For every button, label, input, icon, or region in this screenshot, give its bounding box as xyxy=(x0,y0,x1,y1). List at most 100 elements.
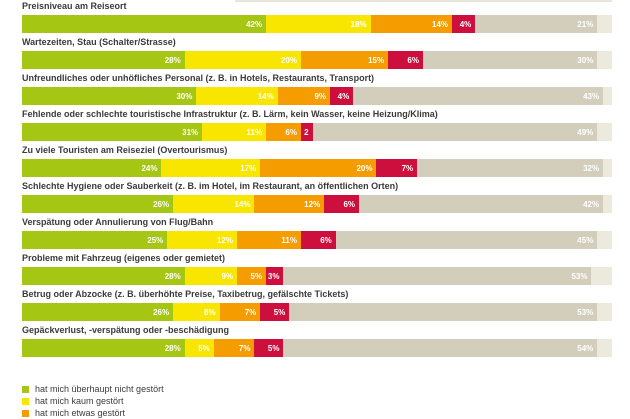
bar-row-label: Preisniveau am Reiseort xyxy=(22,1,127,11)
bar-segment-hat-mich-etwas-gest-rt: 12% xyxy=(254,195,325,213)
bar-segment-hat-mich-berhaupt-nicht-gest-rt: 28% xyxy=(22,51,185,69)
stacked-bar: 31% 11% 6% 2 49% xyxy=(22,123,612,141)
bar-segment-rest xyxy=(603,195,612,213)
bar-segment-beige: 42% xyxy=(359,195,604,213)
bar-row-label: Schlechte Hygiene oder Sauberkeit (z. B.… xyxy=(22,181,399,191)
bar-segment-beige: 45% xyxy=(335,231,598,249)
bar-segment-rest xyxy=(597,303,612,321)
bar-segment-hat-mich-etwas-gest-rt: 9% xyxy=(277,87,330,105)
bar-row: Unfreundliches oder unhöfliches Personal… xyxy=(22,74,612,105)
bar-segment-beige: 53% xyxy=(283,267,592,285)
bar-segment-red: 4% xyxy=(452,15,476,33)
bar-segment-hat-mich-kaum-gest-rt: 9% xyxy=(184,267,238,285)
bar-segment-beige: 43% xyxy=(353,87,604,105)
bar-segment-red: 4% xyxy=(330,87,354,105)
stacked-bar: 28% 5% 7% 5% 54% xyxy=(22,339,612,357)
bar-segment-rest xyxy=(603,87,612,105)
bar-segment-hat-mich-kaum-gest-rt: 18% xyxy=(266,15,371,33)
bar-segment-hat-mich-kaum-gest-rt: 12% xyxy=(167,231,238,249)
stacked-bar: 26% 8% 7% 5% 53% xyxy=(22,303,612,321)
bar-rows: Preisniveau am Reiseort 42% 18% 14% 4% 21% War… xyxy=(22,2,612,357)
legend-label: hat mich überhaupt nicht gestört xyxy=(35,384,164,394)
legend-swatch-yellow xyxy=(22,397,29,405)
bar-segment-hat-mich-berhaupt-nicht-gest-rt: 25% xyxy=(22,231,168,249)
bar-row: Wartezeiten, Stau (Schalter/Strasse) 28% 2… xyxy=(22,38,612,69)
bar-segment-hat-mich-kaum-gest-rt: 8% xyxy=(173,303,220,321)
bar-segment-red: 3% xyxy=(266,267,284,285)
bar-segment-rest xyxy=(603,159,612,177)
bar-segment-hat-mich-berhaupt-nicht-gest-rt: 42% xyxy=(22,15,267,33)
bar-segment-red: 5% xyxy=(260,303,290,321)
bar-segment-red: 5% xyxy=(254,339,284,357)
bar-row: Preisniveau am Reiseort 42% 18% 14% 4% 21% xyxy=(22,2,612,33)
bar-segment-rest xyxy=(597,15,612,33)
stacked-bar: 28% 9% 5% 3% 53% xyxy=(22,267,612,285)
bar-row-label: Wartezeiten, Stau (Schalter/Strasse) xyxy=(22,37,176,47)
bar-row-label: Probleme mit Fahrzeug (eigenes oder gemi… xyxy=(22,253,226,263)
bar-segment-hat-mich-kaum-gest-rt: 5% xyxy=(184,339,214,357)
stacked-bar: 30% 14% 9% 4% 43% xyxy=(22,87,612,105)
bar-segment-hat-mich-berhaupt-nicht-gest-rt: 26% xyxy=(22,195,174,213)
bar-segment-hat-mich-berhaupt-nicht-gest-rt: 31% xyxy=(22,123,203,141)
stacked-bar-chart: Preisniveau am Reiseort 42% 18% 14% 4% 21% War… xyxy=(22,2,612,419)
legend-item: hat mich überhaupt nicht gestört xyxy=(22,383,612,395)
bar-segment-hat-mich-etwas-gest-rt: 5% xyxy=(237,267,267,285)
bar-segment-red: 6% xyxy=(324,195,360,213)
bar-row-label: Zu viele Touristen am Reiseziel (Overtou… xyxy=(22,145,228,155)
stacked-bar: 24% 17% 20% 7% 32% xyxy=(22,159,612,177)
bar-segment-beige: 21% xyxy=(475,15,598,33)
bar-segment-rest xyxy=(591,267,612,285)
bar-segment-hat-mich-berhaupt-nicht-gest-rt: 30% xyxy=(22,87,197,105)
bar-segment-hat-mich-etwas-gest-rt: 7% xyxy=(219,303,261,321)
stacked-bar: 25% 12% 11% 6% 45% xyxy=(22,231,612,249)
bar-segment-hat-mich-kaum-gest-rt: 11% xyxy=(202,123,267,141)
bar-segment-hat-mich-etwas-gest-rt: 14% xyxy=(370,15,453,33)
bar-segment-red: 6% xyxy=(388,51,423,69)
bar-segment-hat-mich-etwas-gest-rt: 11% xyxy=(237,231,301,249)
legend-swatch-green xyxy=(22,385,29,393)
bar-segment-red: 6% xyxy=(300,231,336,249)
legend-label: hat mich kaum gestört xyxy=(35,396,124,406)
legend-swatch-orange xyxy=(22,409,29,417)
bar-segment-beige: 49% xyxy=(312,123,598,141)
bar-row-label: Betrug oder Abzocke (z. B. überhöhte Pre… xyxy=(22,289,349,299)
bar-segment-hat-mich-etwas-gest-rt: 6% xyxy=(266,123,301,141)
bar-row: Betrug oder Abzocke (z. B. überhöhte Pre… xyxy=(22,290,612,321)
stacked-bar: 28% 20% 15% 6% 30% xyxy=(22,51,612,69)
legend-label: hat mich etwas gestört xyxy=(35,408,126,418)
bar-segment-hat-mich-etwas-gest-rt: 20% xyxy=(260,159,377,177)
bar-row: Verspätung oder Annulierung von Flug/Bah… xyxy=(22,218,612,249)
bar-segment-hat-mich-kaum-gest-rt: 14% xyxy=(173,195,255,213)
bar-segment-hat-mich-etwas-gest-rt: 15% xyxy=(300,51,389,69)
bar-segment-hat-mich-berhaupt-nicht-gest-rt: 28% xyxy=(22,339,185,357)
bar-segment-rest xyxy=(597,339,612,357)
bar-row-label: Verspätung oder Annulierung von Flug/Bah… xyxy=(22,217,214,227)
bar-row: Fehlende oder schlechte touristische Inf… xyxy=(22,110,612,141)
bar-segment-hat-mich-kaum-gest-rt: 17% xyxy=(161,159,261,177)
bar-segment-beige: 54% xyxy=(283,339,598,357)
chart-legend: hat mich überhaupt nicht gestört hat mic… xyxy=(22,383,612,419)
bar-segment-hat-mich-etwas-gest-rt: 7% xyxy=(213,339,255,357)
bar-row: Gepäckverlust, -verspätung oder -beschäd… xyxy=(22,326,612,357)
legend-item: hat mich etwas gestört xyxy=(22,407,612,419)
bar-segment-red: 2 xyxy=(300,123,313,141)
bar-segment-hat-mich-berhaupt-nicht-gest-rt: 26% xyxy=(22,303,174,321)
bar-row-label: Gepäckverlust, -verspätung oder -beschäd… xyxy=(22,325,230,335)
bar-segment-hat-mich-berhaupt-nicht-gest-rt: 24% xyxy=(22,159,162,177)
bar-row-label: Fehlende oder schlechte touristische Inf… xyxy=(22,109,438,119)
bar-segment-beige: 53% xyxy=(289,303,598,321)
bar-row: Zu viele Touristen am Reiseziel (Overtou… xyxy=(22,146,612,177)
bar-row: Probleme mit Fahrzeug (eigenes oder gemi… xyxy=(22,254,612,285)
bar-segment-red: 7% xyxy=(376,159,418,177)
cropped-bar-above xyxy=(235,0,612,2)
bar-segment-beige: 32% xyxy=(417,159,604,177)
bar-segment-rest xyxy=(597,51,612,69)
legend-item: hat mich kaum gestört xyxy=(22,395,612,407)
stacked-bar: 26% 14% 12% 6% 42% xyxy=(22,195,612,213)
bar-row: Schlechte Hygiene oder Sauberkeit (z. B.… xyxy=(22,182,612,213)
bar-segment-rest xyxy=(597,123,612,141)
bar-segment-hat-mich-kaum-gest-rt: 14% xyxy=(196,87,278,105)
bar-segment-rest xyxy=(597,231,612,249)
bar-segment-hat-mich-berhaupt-nicht-gest-rt: 28% xyxy=(22,267,185,285)
bar-segment-hat-mich-kaum-gest-rt: 20% xyxy=(184,51,301,69)
